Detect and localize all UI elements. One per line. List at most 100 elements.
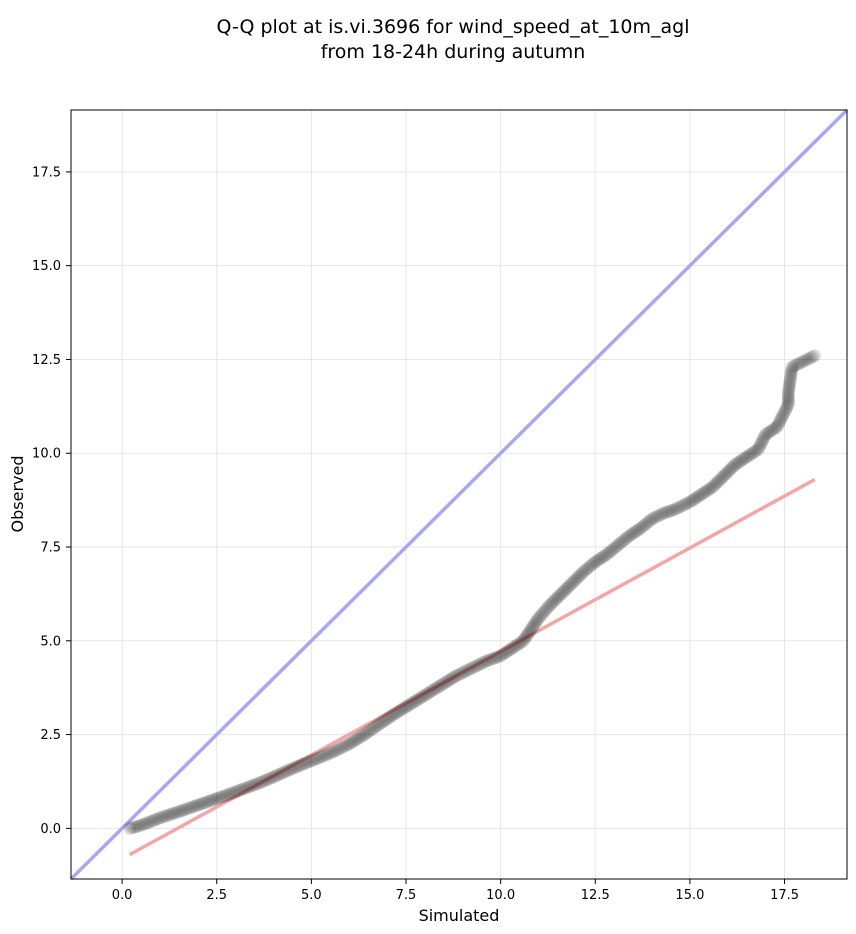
data-point: [784, 366, 798, 380]
data-point: [142, 815, 156, 829]
fit-line: [128, 477, 816, 857]
data-point: [349, 733, 363, 747]
data-point: [460, 664, 474, 678]
data-point: [617, 533, 631, 547]
data-point: [772, 416, 786, 430]
data-point: [229, 785, 243, 799]
data-point: [771, 418, 785, 432]
data-point: [246, 778, 260, 792]
data-point: [627, 526, 641, 540]
data-point: [789, 358, 803, 372]
data-point: [318, 748, 332, 762]
y-axis-ticks: 0.0 2.5 5.0 7.5 10.0 12.5 15.0 17.5: [32, 165, 71, 837]
data-point: [543, 598, 557, 612]
data-point: [630, 523, 644, 537]
data-point: [461, 663, 475, 677]
data-point: [622, 529, 636, 543]
x-tick-label: 17.5: [770, 888, 799, 903]
data-point: [393, 704, 407, 718]
data-point: [785, 360, 799, 374]
data-point: [689, 491, 703, 505]
data-point: [778, 403, 792, 417]
data-point: [575, 566, 589, 580]
data-point: [475, 656, 489, 670]
data-point: [287, 761, 301, 775]
data-point: [614, 535, 628, 549]
data-point: [438, 676, 452, 690]
data-point: [530, 613, 544, 627]
data-point: [433, 679, 447, 693]
data-point: [161, 808, 175, 822]
plot-frame: [70, 109, 848, 880]
data-point: [519, 631, 533, 645]
data-point: [441, 674, 455, 688]
data-point: [480, 654, 494, 668]
data-point: [232, 783, 246, 797]
data-point: [469, 659, 483, 673]
data-point: [725, 460, 739, 474]
data-point: [128, 820, 142, 834]
data-point: [782, 384, 796, 398]
data-point: [425, 684, 439, 698]
data-point: [423, 685, 437, 699]
data-point: [632, 522, 646, 536]
data-point: [551, 590, 565, 604]
data-point: [741, 449, 755, 463]
data-point: [743, 448, 757, 462]
data-point: [236, 782, 250, 796]
data-point: [408, 694, 422, 708]
data-point: [231, 784, 245, 798]
y-tick-label: 7.5: [40, 541, 61, 556]
data-point: [240, 781, 254, 795]
data-point: [499, 646, 513, 660]
data-point: [592, 553, 606, 567]
y-tick-label: 2.5: [40, 728, 61, 743]
data-point: [713, 473, 727, 487]
data-point: [430, 681, 444, 695]
data-point: [798, 353, 812, 367]
data-point: [373, 717, 387, 731]
data-points: [123, 349, 822, 835]
data-point: [616, 534, 630, 548]
data-point: [335, 741, 349, 755]
data-point: [528, 616, 542, 630]
data-point: [399, 700, 413, 714]
data-point: [344, 736, 358, 750]
data-point: [352, 731, 366, 745]
data-point: [685, 494, 699, 508]
data-point: [524, 623, 538, 637]
data-point: [583, 559, 597, 573]
data-point: [463, 662, 477, 676]
data-point: [406, 695, 420, 709]
data-point: [672, 501, 686, 515]
data-point: [155, 810, 169, 824]
data-point: [783, 372, 797, 386]
data-point: [508, 639, 522, 653]
data-point: [781, 396, 795, 410]
data-point: [699, 484, 713, 498]
data-point: [389, 706, 403, 720]
data-point: [664, 504, 678, 518]
data-point: [561, 580, 575, 594]
data-point: [568, 573, 582, 587]
data-point: [529, 615, 543, 629]
data-point: [295, 758, 309, 772]
data-point: [301, 755, 315, 769]
data-point: [702, 482, 716, 496]
data-point: [471, 658, 485, 672]
data-point: [653, 508, 667, 522]
data-point: [762, 425, 776, 439]
data-point: [364, 723, 378, 737]
data-point: [677, 498, 691, 512]
data-point: [701, 483, 715, 497]
data-point: [145, 814, 159, 828]
data-point: [140, 816, 154, 830]
data-point: [621, 530, 635, 544]
data-point: [157, 810, 171, 824]
data-point: [404, 697, 418, 711]
data-point: [717, 469, 731, 483]
data-point: [629, 524, 643, 538]
data-point: [655, 507, 669, 521]
data-point: [707, 479, 721, 493]
data-point: [210, 792, 224, 806]
